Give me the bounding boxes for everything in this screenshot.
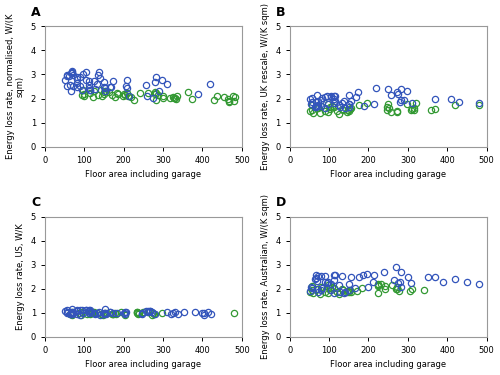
Text: C: C [32,196,41,210]
X-axis label: Floor area including garage: Floor area including garage [330,360,446,369]
Y-axis label: Energy loss rate, UK rescale, W/(K sqm): Energy loss rate, UK rescale, W/(K sqm) [261,3,270,170]
Y-axis label: Energy loss rate, normalised, W/(K
sqm): Energy loss rate, normalised, W/(K sqm) [6,14,25,159]
X-axis label: Floor area including garage: Floor area including garage [86,360,202,369]
Y-axis label: Energy loss rate, US, W/K: Energy loss rate, US, W/K [16,224,25,330]
X-axis label: Floor area including garage: Floor area including garage [86,170,202,179]
Y-axis label: Energy loss rate, Australian, W/(K sqm): Energy loss rate, Australian, W/(K sqm) [261,194,270,359]
Text: B: B [276,6,286,19]
Text: D: D [276,196,286,210]
Text: A: A [32,6,41,19]
X-axis label: Floor area including garage: Floor area including garage [330,170,446,179]
